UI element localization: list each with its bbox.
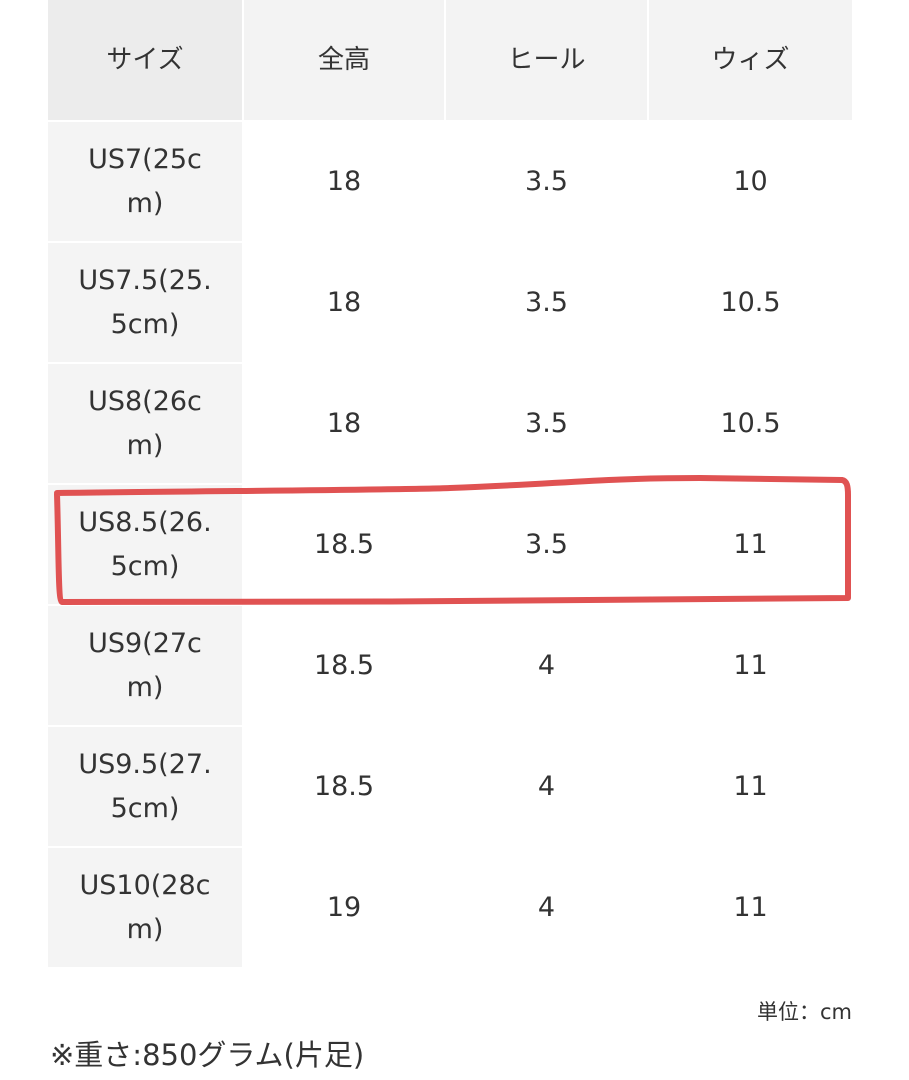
total-height-cell: 18.5 <box>244 485 444 604</box>
size-cell: US10(28c m) <box>48 848 242 967</box>
heel-cell: 3.5 <box>446 485 647 604</box>
width-cell: 11 <box>649 848 852 967</box>
size-cell: US7(25c m) <box>48 122 242 241</box>
heel-cell: 4 <box>446 727 647 846</box>
total-height-cell: 18 <box>244 364 444 483</box>
heel-cell: 3.5 <box>446 122 647 241</box>
size-cell: US8(26c m) <box>48 364 242 483</box>
header-size: サイズ <box>48 0 242 120</box>
width-cell: 10.5 <box>649 364 852 483</box>
width-cell: 11 <box>649 485 852 604</box>
heel-cell: 4 <box>446 848 647 967</box>
size-cell: US7.5(25. 5cm) <box>48 243 242 362</box>
heel-cell: 3.5 <box>446 364 647 483</box>
header-heel: ヒール <box>446 0 647 120</box>
header-total-height: 全高 <box>244 0 444 120</box>
weight-note: ※重さ:850グラム(片足) <box>50 1038 365 1072</box>
size-cell: US9(27c m) <box>48 606 242 725</box>
total-height-cell: 18 <box>244 243 444 362</box>
size-table: サイズ 全高 ヒール ウィズ US7(25c m) 18 3.5 10 US7.5(25… <box>48 0 852 967</box>
total-height-cell: 18.5 <box>244 727 444 846</box>
total-height-cell: 18.5 <box>244 606 444 725</box>
unit-label: 単位：cm <box>756 1000 852 1024</box>
size-cell: US9.5(27. 5cm) <box>48 727 242 846</box>
heel-cell: 4 <box>446 606 647 725</box>
width-cell: 10 <box>649 122 852 241</box>
width-cell: 11 <box>649 606 852 725</box>
header-width: ウィズ <box>649 0 852 120</box>
total-height-cell: 18 <box>244 122 444 241</box>
width-cell: 11 <box>649 727 852 846</box>
heel-cell: 3.5 <box>446 243 647 362</box>
width-cell: 10.5 <box>649 243 852 362</box>
size-cell: US8.5(26. 5cm) <box>48 485 242 604</box>
total-height-cell: 19 <box>244 848 444 967</box>
